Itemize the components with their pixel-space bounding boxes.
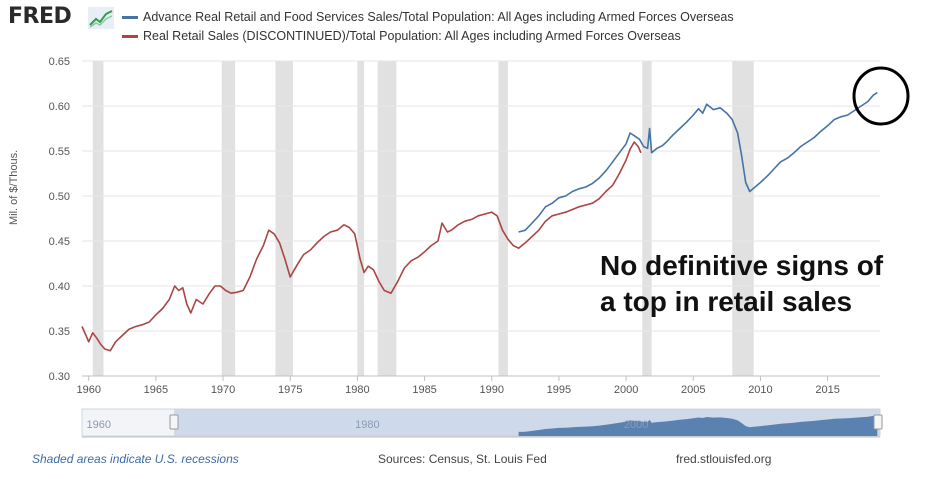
y-tick-label: 0.35: [49, 326, 70, 338]
y-tick-layer: 0.30 0.35 0.40 0.45 0.50 0.55 0.60 0.65: [49, 56, 70, 383]
x-tick-layer: 1960 1965 1970 1975 1980 1985 1990 1995 2000 2005…: [76, 375, 880, 396]
legend-label: Real Retail Sales (DISCONTINUED)/Total P…: [143, 29, 681, 43]
navigator-series-area: [518, 415, 878, 436]
x-tick-label: 1980: [345, 384, 369, 396]
y-tick-label: 0.45: [49, 236, 70, 248]
legend-item-advance-retail[interactable]: Advance Real Retail and Food Services Sa…: [122, 10, 734, 24]
x-tick-label: 1970: [211, 384, 235, 396]
recession-shading-layer: [92, 61, 754, 376]
y-tick-label: 0.30: [49, 371, 70, 383]
annotation-line-2: a top in retail sales: [600, 286, 853, 317]
x-tick-label: 1960: [76, 384, 100, 396]
legend-label: Advance Real Retail and Food Services Sa…: [143, 10, 734, 24]
x-tick-label: 2000: [614, 384, 638, 396]
y-tick-label: 0.65: [49, 56, 70, 68]
series-line-advance-retail[interactable]: [518, 91, 878, 233]
x-tick-label: 1985: [412, 384, 436, 396]
grid-layer: [82, 60, 880, 377]
x-tick-label: 2015: [815, 384, 839, 396]
legend-swatch-red: [122, 34, 138, 38]
y-tick-label: 0.50: [49, 191, 70, 203]
sources-text: Sources: Census, St. Louis Fed: [378, 452, 547, 466]
navigator-tick-label: 1980: [355, 419, 379, 431]
recession-band: [498, 61, 508, 376]
recession-band: [377, 61, 397, 376]
x-tick-label: 1995: [547, 384, 571, 396]
highlight-circle: [852, 66, 910, 126]
source-url[interactable]: fred.stlouisfed.org: [676, 452, 772, 466]
series-layer: [81, 91, 878, 352]
recession-band: [275, 61, 293, 376]
x-tick-label: 1975: [278, 384, 302, 396]
fred-logo[interactable]: FRED: [8, 4, 72, 29]
navigator-tick-label: 2000: [624, 419, 648, 431]
recession-band: [642, 61, 652, 376]
fred-graph-icon: [88, 7, 114, 29]
navigator-handle-left[interactable]: [169, 414, 179, 430]
x-tick-label: 2005: [681, 384, 705, 396]
y-tick-label: 0.40: [49, 281, 70, 293]
recession-band: [732, 61, 754, 376]
recession-band: [92, 61, 104, 376]
series-line-real-retail-discontinued[interactable]: [81, 141, 642, 352]
recession-band: [221, 61, 236, 376]
recession-note: Shaded areas indicate U.S. recessions: [32, 452, 239, 466]
x-tick-label: 1965: [144, 384, 168, 396]
navigator-handle-right[interactable]: [873, 414, 883, 430]
x-tick-label: 1990: [480, 384, 504, 396]
y-tick-label: 0.55: [49, 146, 70, 158]
recession-band: [357, 61, 365, 376]
y-tick-label: 0.60: [49, 101, 70, 113]
time-navigator[interactable]: 1960 1980 2000: [81, 408, 883, 438]
legend-item-real-retail-discontinued[interactable]: Real Retail Sales (DISCONTINUED)/Total P…: [122, 29, 681, 43]
annotation-line-1: No definitive signs of: [600, 250, 884, 281]
legend-swatch-blue: [122, 15, 138, 19]
navigator-tick-label: 1960: [86, 419, 110, 431]
x-tick-label: 2010: [748, 384, 772, 396]
annotation-text: No definitive signs of a top in retail s…: [600, 248, 883, 320]
